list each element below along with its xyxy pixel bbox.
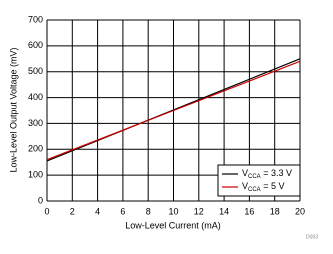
- legend-box: [217, 164, 301, 197]
- y-tick-label: 100: [28, 170, 43, 180]
- y-tick-label: 200: [28, 144, 43, 154]
- y-tick-label: 0: [38, 195, 43, 205]
- x-tick-label: 20: [295, 206, 305, 216]
- y-tick-label: 400: [28, 92, 43, 102]
- x-tick-label: 2: [70, 206, 75, 216]
- x-tick-label: 0: [44, 206, 49, 216]
- x-tick-label: 18: [270, 206, 280, 216]
- x-tick-label: 8: [146, 206, 151, 216]
- x-tick-label: 6: [120, 206, 125, 216]
- legend-label: VCCA = 5 V: [242, 181, 284, 192]
- x-tick-label: 12: [194, 206, 204, 216]
- x-tick-label: 10: [168, 206, 178, 216]
- y-axis-title: Low-Level Output Voltage (mV): [8, 47, 18, 172]
- y-tick-label: 600: [28, 40, 43, 50]
- y-tick-label: 300: [28, 118, 43, 128]
- x-tick-label: 4: [95, 206, 100, 216]
- data-line: [46, 60, 301, 161]
- legend-label: VCCA = 3.3 V: [242, 168, 292, 179]
- y-tick-label: 700: [28, 14, 43, 24]
- figure-id: D003: [306, 234, 318, 240]
- x-axis-title: Low-Level Current (mA): [125, 220, 221, 230]
- y-tick-label: 500: [28, 66, 43, 76]
- x-tick-label: 16: [244, 206, 254, 216]
- x-tick-label: 14: [219, 206, 229, 216]
